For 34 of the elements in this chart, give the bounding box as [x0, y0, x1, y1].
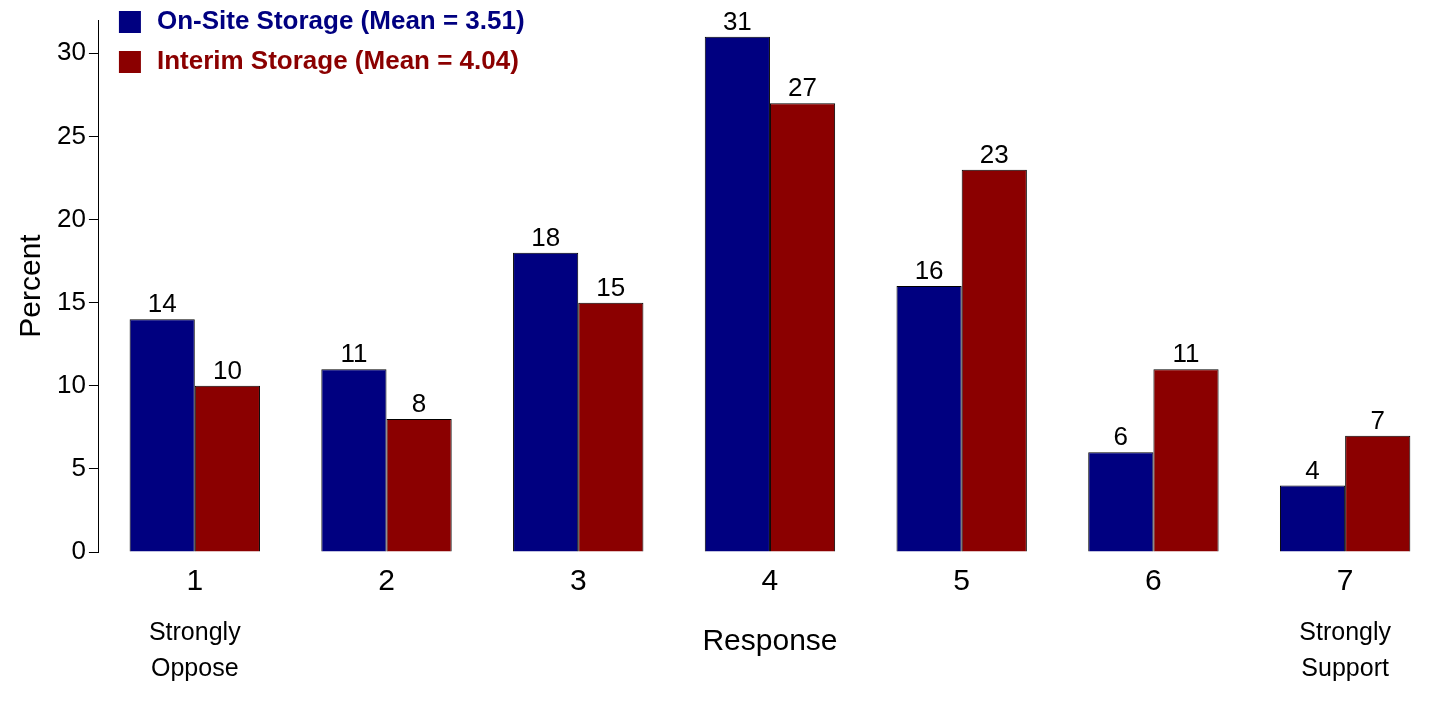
text: Strongly Support	[1299, 617, 1392, 681]
data-label: 11	[1172, 338, 1200, 369]
data-label: 18	[531, 221, 561, 252]
x-tick-label: 4	[761, 563, 779, 597]
data-label: 8	[411, 388, 427, 419]
data-label: 16	[914, 255, 944, 286]
y-axis-title: Percent	[13, 233, 47, 338]
y-tick-label: 15	[57, 285, 86, 316]
data-label: 4	[1305, 454, 1320, 485]
y-tick-label: 20	[57, 202, 86, 233]
y-tick-label: 30	[57, 36, 86, 67]
data-label: 27	[788, 72, 818, 103]
x-tick-label: 5	[953, 563, 971, 597]
y-tick-label: 10	[57, 368, 86, 399]
x-tick-label: 1	[186, 563, 204, 597]
text: Strongly Oppose	[148, 617, 242, 681]
x-tick-label: 7	[1336, 563, 1354, 597]
x-tick-label: 3	[569, 563, 587, 597]
y-tick-label: 5	[71, 452, 86, 483]
x-tick-label: 6	[1145, 563, 1162, 597]
data-label: 6	[1113, 421, 1129, 452]
data-label: 15	[596, 271, 626, 302]
data-label: 14	[147, 288, 177, 319]
data-label: 11	[340, 338, 368, 369]
data-label: 23	[979, 138, 1009, 169]
legend-label: Interim Storage (Mean = 4.04)	[156, 45, 519, 76]
y-tick-label: 0	[71, 535, 86, 566]
legend-label: On-Site Storage (Mean = 3.51)	[156, 5, 525, 36]
x-axis-title: Response	[702, 623, 838, 657]
data-label: 10	[212, 354, 242, 385]
data-label: 7	[1370, 404, 1385, 435]
x-tick-label: 2	[378, 563, 395, 597]
data-label: 31	[722, 5, 752, 36]
y-tick-label: 25	[57, 119, 86, 150]
